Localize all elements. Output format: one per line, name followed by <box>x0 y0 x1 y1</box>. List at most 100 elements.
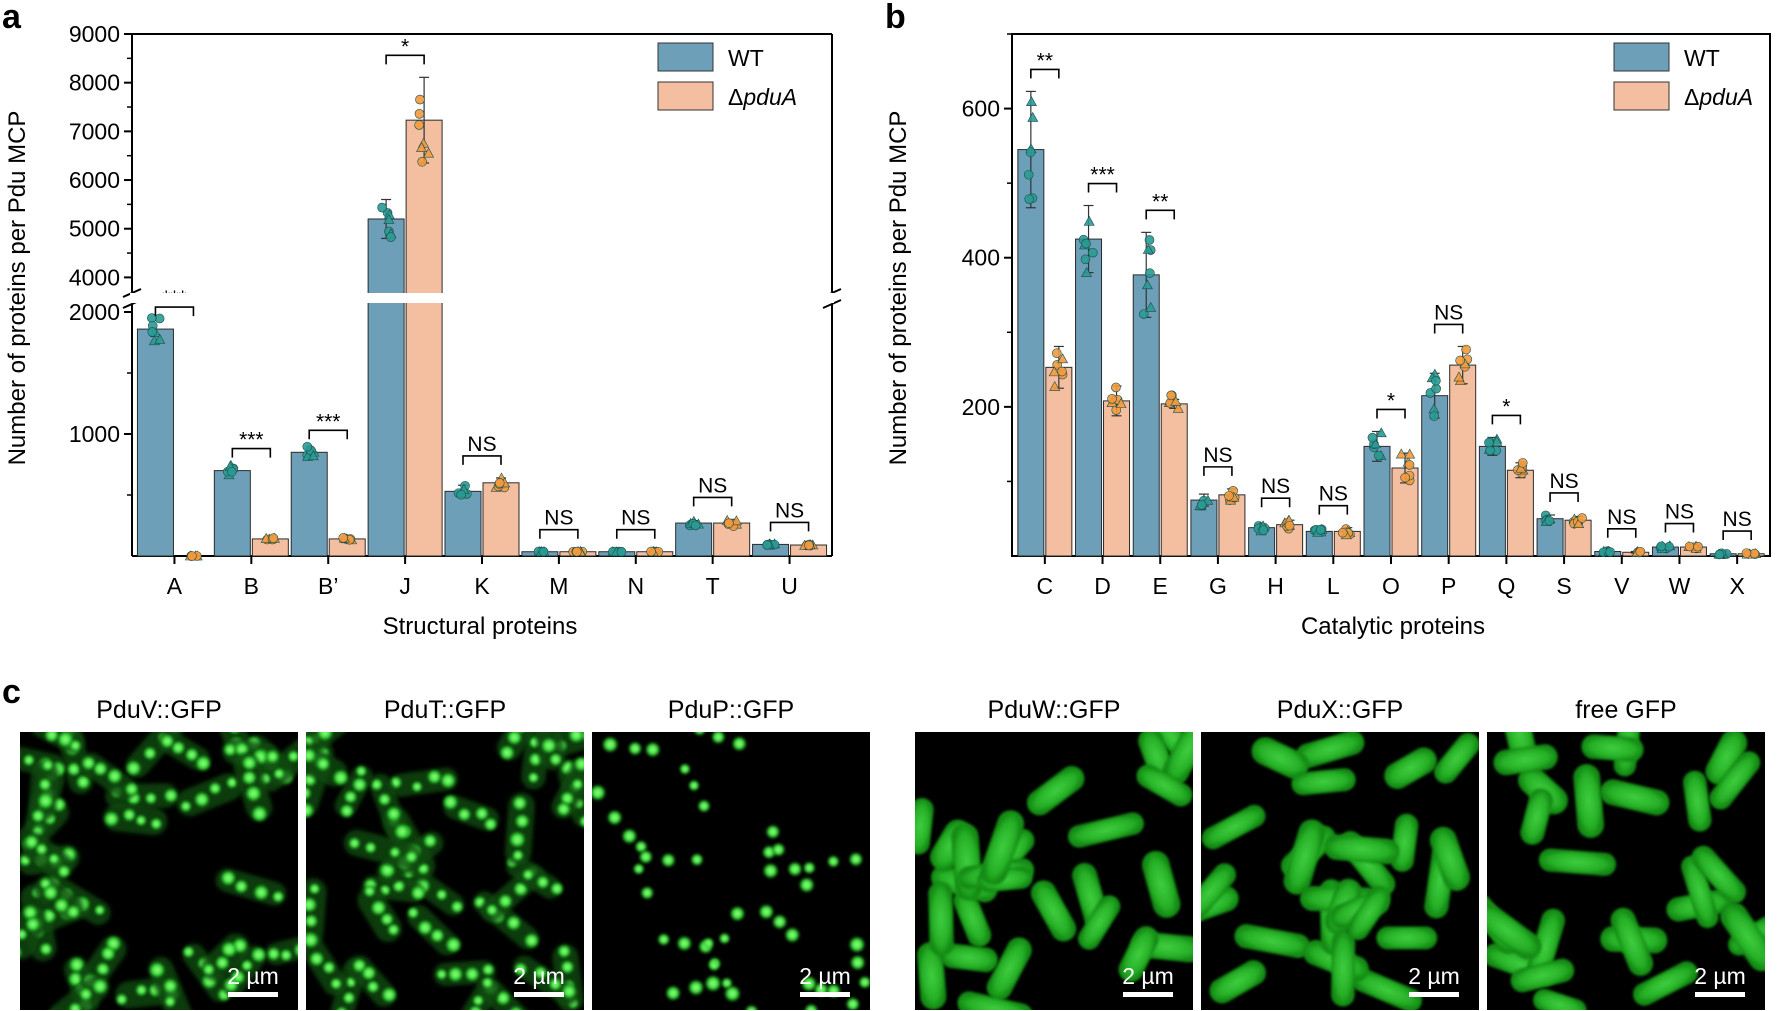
punctum <box>450 899 465 914</box>
panel-letter-b: b <box>885 0 906 36</box>
legend-b-delta: Δ <box>1684 84 1699 110</box>
point-mutant <box>1455 355 1465 366</box>
point-wt <box>1367 432 1378 443</box>
cell <box>957 991 1033 1010</box>
chart-a-xlabel: Structural proteins <box>383 613 578 640</box>
punctum <box>513 961 529 977</box>
cell <box>1141 850 1181 918</box>
punctum <box>67 1001 83 1010</box>
xtick-label: D <box>1094 573 1111 599</box>
punctum <box>149 817 163 831</box>
point-wt <box>377 202 387 213</box>
punctum <box>678 762 692 776</box>
punctum <box>498 744 516 761</box>
punctum <box>849 954 866 971</box>
cell <box>1600 779 1670 816</box>
point-mutant <box>1577 513 1587 523</box>
cell <box>1026 765 1085 816</box>
cell <box>441 793 500 832</box>
cell <box>1610 907 1654 976</box>
sig-bracket <box>1491 414 1522 425</box>
cell <box>1291 768 1356 796</box>
xtick-label: W <box>1669 573 1691 599</box>
punctum <box>386 923 401 937</box>
cell <box>980 810 1025 886</box>
point-wt <box>1083 215 1095 226</box>
xtick-label: A <box>167 573 183 599</box>
cell <box>1493 744 1558 776</box>
point-wt <box>307 450 319 461</box>
punctum <box>404 849 419 864</box>
cell <box>1510 958 1575 993</box>
punctum <box>144 791 158 805</box>
point-wt <box>1145 301 1157 312</box>
bar-wt-D <box>1075 238 1103 557</box>
legend-b-mutant-swatch <box>1613 81 1670 111</box>
punctum <box>134 983 148 997</box>
punctum <box>315 756 331 772</box>
point-wt <box>1373 450 1384 461</box>
punctum <box>548 752 563 767</box>
scale-bar <box>1409 992 1459 997</box>
cell <box>1633 961 1698 1006</box>
punctum <box>220 940 238 959</box>
point-wt <box>147 327 158 337</box>
sig-label: NS <box>1319 483 1348 506</box>
punctum <box>422 833 438 849</box>
xtick-label: G <box>1209 573 1227 599</box>
punctum <box>308 882 321 896</box>
sig-label: ** <box>1037 49 1053 72</box>
cell <box>592 783 638 845</box>
cell <box>347 955 398 1007</box>
cell <box>1201 804 1266 850</box>
punctum <box>762 862 780 880</box>
point-wt <box>1429 411 1439 421</box>
xtick-label: O <box>1382 573 1400 599</box>
cell <box>357 884 402 943</box>
punctum <box>441 793 459 811</box>
punctum <box>559 959 575 975</box>
axis-break-gap <box>130 293 834 303</box>
punctum <box>347 836 362 850</box>
punctum <box>250 946 268 964</box>
ytick-label: 8000 <box>69 70 120 96</box>
point-wt <box>1485 445 1495 456</box>
punctum <box>380 986 398 1004</box>
sig-bracket <box>1145 209 1176 220</box>
punctum <box>758 903 775 921</box>
cell <box>940 943 998 973</box>
scale-bar-label: 2 µm <box>799 963 851 989</box>
sig-label: ** <box>1152 190 1168 213</box>
point-wt <box>1025 147 1036 158</box>
cell <box>33 876 84 921</box>
cell-body <box>504 792 535 866</box>
punctum <box>771 913 788 930</box>
punctum <box>521 868 535 882</box>
point-mutant <box>1515 462 1527 473</box>
micrograph-cells <box>1487 732 1765 1010</box>
punctum <box>328 707 352 731</box>
cell <box>157 732 213 773</box>
chart-b-legend: WT ΔpduA <box>1613 42 1753 111</box>
cell <box>369 773 411 842</box>
point-wt <box>1025 96 1037 106</box>
punctum <box>848 851 864 867</box>
punctum <box>474 805 490 822</box>
punctum <box>20 745 21 763</box>
cell <box>102 803 168 836</box>
bar-mutant-Q <box>1506 469 1534 557</box>
punctum <box>363 884 377 898</box>
punctum <box>272 767 286 780</box>
cell-body <box>306 732 352 768</box>
punctum <box>692 732 707 737</box>
punctum <box>426 768 443 785</box>
point-mutant <box>1284 520 1295 531</box>
cell-body <box>125 732 185 778</box>
xtick-label: B’ <box>318 573 338 599</box>
punctum <box>857 975 870 990</box>
ytick-label: 400 <box>962 245 1000 271</box>
point-wt <box>226 466 237 477</box>
point-mutant <box>338 533 349 543</box>
bar-wt-B <box>213 470 251 557</box>
